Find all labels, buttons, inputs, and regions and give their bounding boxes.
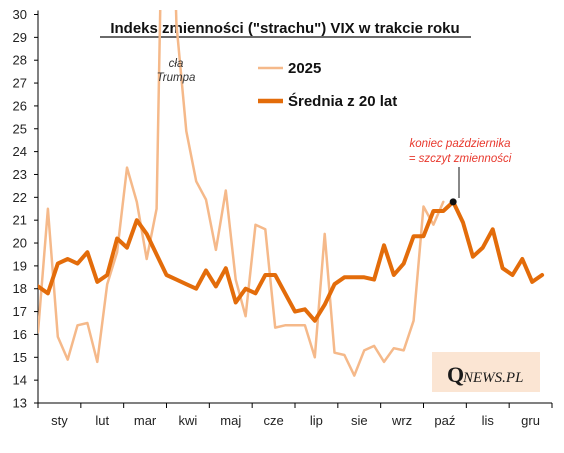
y-tick-label: 15 [13, 350, 27, 365]
y-axis: 13 14 15 16 17 18 19 20 21 22 23 24 25 26 27 28 29 30 [13, 7, 39, 411]
y-tick-label: 29 [13, 30, 27, 45]
x-tick-label: paź [434, 413, 455, 428]
annotation-trump: cła Trumpa [157, 58, 196, 84]
x-axis: sty lut mar kwi maj cze lip sie wrz paź lis gru [37, 402, 553, 428]
legend: 2025 Średnia z 20 lat [258, 60, 397, 110]
x-tick-label: kwi [179, 413, 198, 428]
y-tick-label: 13 [13, 396, 27, 411]
y-tick-label: 18 [13, 281, 27, 296]
y-tick-label: 24 [13, 144, 27, 159]
x-tick-label: mar [134, 413, 157, 428]
y-tick-label: 20 [13, 236, 27, 251]
y-tick-label: 25 [13, 121, 27, 136]
annotation-trump-line1: cła [169, 58, 184, 70]
legend-label-average: Średnia z 20 lat [288, 92, 397, 110]
series-line-2025 [38, 10, 445, 377]
x-tick-label: sie [351, 413, 368, 428]
annotation-october: koniec października = szczyt zmienności [409, 138, 512, 206]
logo-background [432, 352, 540, 392]
y-tick-label: 17 [13, 304, 27, 319]
logo-q: Q [447, 362, 464, 387]
x-tick-label: maj [220, 413, 241, 428]
y-tick-label: 21 [13, 213, 27, 228]
x-tick-label: sty [51, 413, 68, 428]
y-tick-label: 27 [13, 76, 27, 91]
logo-text: NEWS.PL [462, 370, 523, 386]
series-layer [38, 10, 545, 377]
x-tick-label: cze [263, 413, 283, 428]
annotation-october-line1: koniec października [409, 138, 510, 150]
x-tick-label: wrz [391, 413, 412, 428]
annotation-trump-line2: Trumpa [157, 72, 196, 84]
y-tick-label: 19 [13, 258, 27, 273]
chart-title: Indeks zmienności ("strachu") VIX w trak… [110, 20, 459, 37]
x-tick-label: lis [482, 413, 495, 428]
y-tick-label: 14 [13, 373, 27, 388]
x-tick-label: lip [310, 413, 323, 428]
annotation-october-marker [449, 198, 457, 206]
x-tick-label: lut [95, 413, 109, 428]
y-tick-label: 30 [13, 7, 27, 22]
series-line-average [38, 199, 545, 323]
y-tick-label: 28 [13, 53, 27, 68]
y-tick-label: 26 [13, 98, 27, 113]
y-tick-label: 22 [13, 190, 27, 205]
legend-label-2025: 2025 [288, 60, 321, 77]
y-tick-label: 16 [13, 327, 27, 342]
logo: Q NEWS.PL [432, 352, 540, 392]
x-tick-label: gru [521, 413, 540, 428]
annotation-october-line2: = szczyt zmienności [409, 153, 512, 165]
y-tick-label: 23 [13, 167, 27, 182]
